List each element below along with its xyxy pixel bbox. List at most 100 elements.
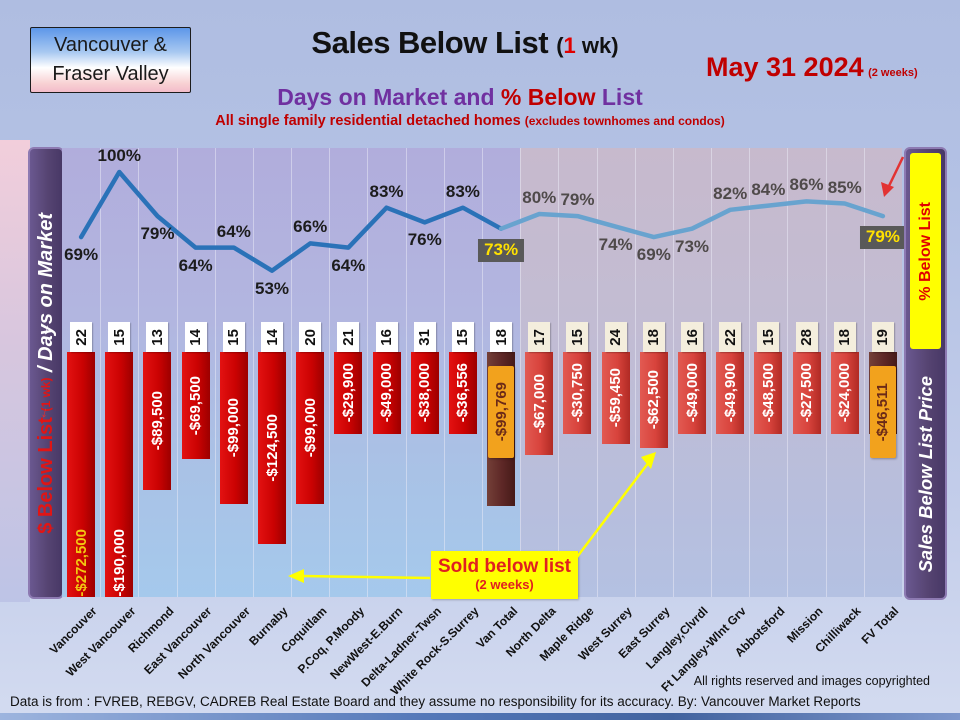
left-axis-days-label: / Days on Market bbox=[34, 212, 57, 378]
days-on-market-label: 18 bbox=[833, 322, 856, 352]
days-on-market-label: 20 bbox=[299, 322, 322, 352]
dollar-bar: -$67,000 bbox=[525, 352, 554, 455]
pct-line-vancouver bbox=[78, 169, 504, 273]
gridline bbox=[672, 148, 674, 597]
days-on-market-label: 21 bbox=[337, 322, 360, 352]
data-source-note: Data is from : FVREB, REBGV, CADREB Real… bbox=[10, 694, 861, 709]
pct-below-list-line bbox=[78, 169, 886, 273]
pct-point-label: 69% bbox=[64, 245, 99, 265]
gridline bbox=[367, 148, 369, 597]
page-title: Sales Below List (1 wk) bbox=[205, 25, 725, 61]
days-on-market-label: 15 bbox=[222, 322, 245, 352]
gridline bbox=[825, 148, 827, 597]
gridline bbox=[634, 148, 636, 597]
days-on-market-label: 15 bbox=[451, 322, 474, 352]
days-on-market-label: 15 bbox=[757, 322, 780, 352]
region-badge: Vancouver & Fraser Valley bbox=[30, 27, 191, 93]
pct-point-label: 73% bbox=[478, 238, 525, 262]
pct-point-label: 64% bbox=[178, 255, 213, 275]
pct-point-label: 79% bbox=[859, 226, 906, 250]
page-subtitle-2: All single family residential detached h… bbox=[215, 113, 725, 129]
days-on-market-label: 13 bbox=[146, 322, 169, 352]
days-on-market-label: 15 bbox=[566, 322, 589, 352]
region-badge-line1: Vancouver & bbox=[53, 34, 168, 56]
dollar-bar: -$49,000 bbox=[678, 352, 706, 434]
page-subtitle: Days on Market and % Below List bbox=[277, 84, 643, 110]
days-on-market-label: 15 bbox=[108, 322, 131, 352]
pct-point-label: 73% bbox=[674, 236, 710, 256]
pct-point-label: 74% bbox=[598, 234, 633, 254]
days-on-market-label: 14 bbox=[184, 322, 207, 352]
gridline bbox=[443, 148, 445, 597]
gridline bbox=[214, 148, 216, 597]
pct-point-label: 79% bbox=[560, 190, 595, 210]
chart-plot-area: -$272,500 -$190,000 -$89,500 -$69,500 -$99,0… bbox=[62, 146, 906, 597]
days-on-market-label: 19 bbox=[871, 322, 894, 352]
pct-point-label: 83% bbox=[369, 181, 404, 201]
days-on-market-label: 17 bbox=[528, 322, 551, 352]
total-bar-label: -$46,511 bbox=[869, 366, 896, 458]
left-edge-strip bbox=[0, 140, 30, 602]
pct-point-label: 82% bbox=[713, 183, 748, 203]
report-date-period: (2 weeks) bbox=[868, 67, 918, 79]
title-paren: (1 wk) bbox=[556, 33, 619, 58]
pct-point-label: 69% bbox=[636, 245, 671, 265]
dollar-bar: -$69,500 bbox=[181, 352, 210, 459]
dollar-bar: -$30,750 bbox=[563, 352, 592, 434]
dollar-bar: -$99,000 bbox=[219, 352, 248, 504]
left-axis-dollar-label: $ Below List bbox=[34, 411, 57, 534]
right-axis-pct-label: % Below List bbox=[916, 201, 934, 301]
gridline bbox=[558, 148, 560, 597]
gridline bbox=[863, 148, 865, 597]
pct-point-label: 80% bbox=[522, 188, 557, 207]
gridline bbox=[787, 148, 789, 597]
city-label: P.Coq, P.Moody bbox=[294, 604, 368, 677]
days-on-market-label: 28 bbox=[795, 322, 818, 352]
gridline bbox=[138, 148, 140, 597]
dollar-bar: -$190,000 bbox=[105, 352, 134, 597]
days-on-market-label: 16 bbox=[375, 322, 398, 352]
dollar-bar: -$99,000 bbox=[296, 352, 325, 504]
city-label: East Vancouver bbox=[141, 604, 215, 678]
gridline bbox=[596, 148, 598, 597]
pct-point-label: 85% bbox=[827, 177, 862, 197]
gridline bbox=[482, 148, 483, 597]
region-badge-line2: Fraser Valley bbox=[52, 63, 169, 85]
days-on-market-label: 18 bbox=[490, 322, 513, 352]
callout-line2: (2 weeks) bbox=[475, 577, 534, 593]
gridline bbox=[252, 148, 254, 597]
city-label: West Vancouver bbox=[62, 604, 139, 680]
bottom-accent-strip bbox=[0, 713, 960, 720]
dollar-bar: -$29,900 bbox=[334, 352, 363, 434]
pct-point-label: 83% bbox=[445, 181, 480, 201]
report-date-main: May 31 2024 bbox=[706, 52, 864, 82]
gridline bbox=[749, 148, 751, 597]
right-axis-price-label: Sales Below List Price bbox=[914, 375, 936, 573]
pct-point-label: 86% bbox=[789, 175, 824, 195]
left-axis-title: $ Below List (1 wk) / Days on Market ↓ ↓ bbox=[28, 147, 64, 599]
gridline bbox=[100, 148, 102, 597]
dollar-bar: -$49,000 bbox=[372, 352, 401, 434]
dollar-bar: -$38,000 bbox=[410, 352, 439, 434]
pct-point-label: 76% bbox=[407, 230, 442, 250]
dollar-bar: -$124,500 bbox=[258, 352, 286, 544]
title-main: Sales Below List bbox=[311, 25, 557, 60]
days-on-market-label: 22 bbox=[70, 322, 93, 352]
right-axis-title: % Below List Sales Below List Price bbox=[904, 147, 947, 600]
dollar-bar: -$62,500 bbox=[639, 352, 668, 448]
dollar-bar: -$27,500 bbox=[792, 352, 821, 434]
dollar-bar: -$48,500 bbox=[754, 352, 783, 434]
x-axis-labels: Vancouver West Vancouver Richmond East Vanc… bbox=[47, 600, 922, 698]
pct-point-label: 53% bbox=[254, 278, 290, 298]
pct-point-label: 64% bbox=[216, 221, 251, 241]
gridline bbox=[520, 148, 522, 597]
gridline bbox=[711, 148, 713, 597]
days-on-market-label: 14 bbox=[261, 322, 283, 352]
dollar-bar: -$49,900 bbox=[716, 352, 745, 434]
title-week-number: 1 bbox=[563, 33, 576, 58]
days-on-market-label: 18 bbox=[642, 322, 665, 352]
report-date: May 31 2024 (2 weeks) bbox=[706, 52, 918, 83]
pct-point-label: 100% bbox=[97, 146, 142, 165]
city-label: FV Total bbox=[859, 604, 902, 647]
